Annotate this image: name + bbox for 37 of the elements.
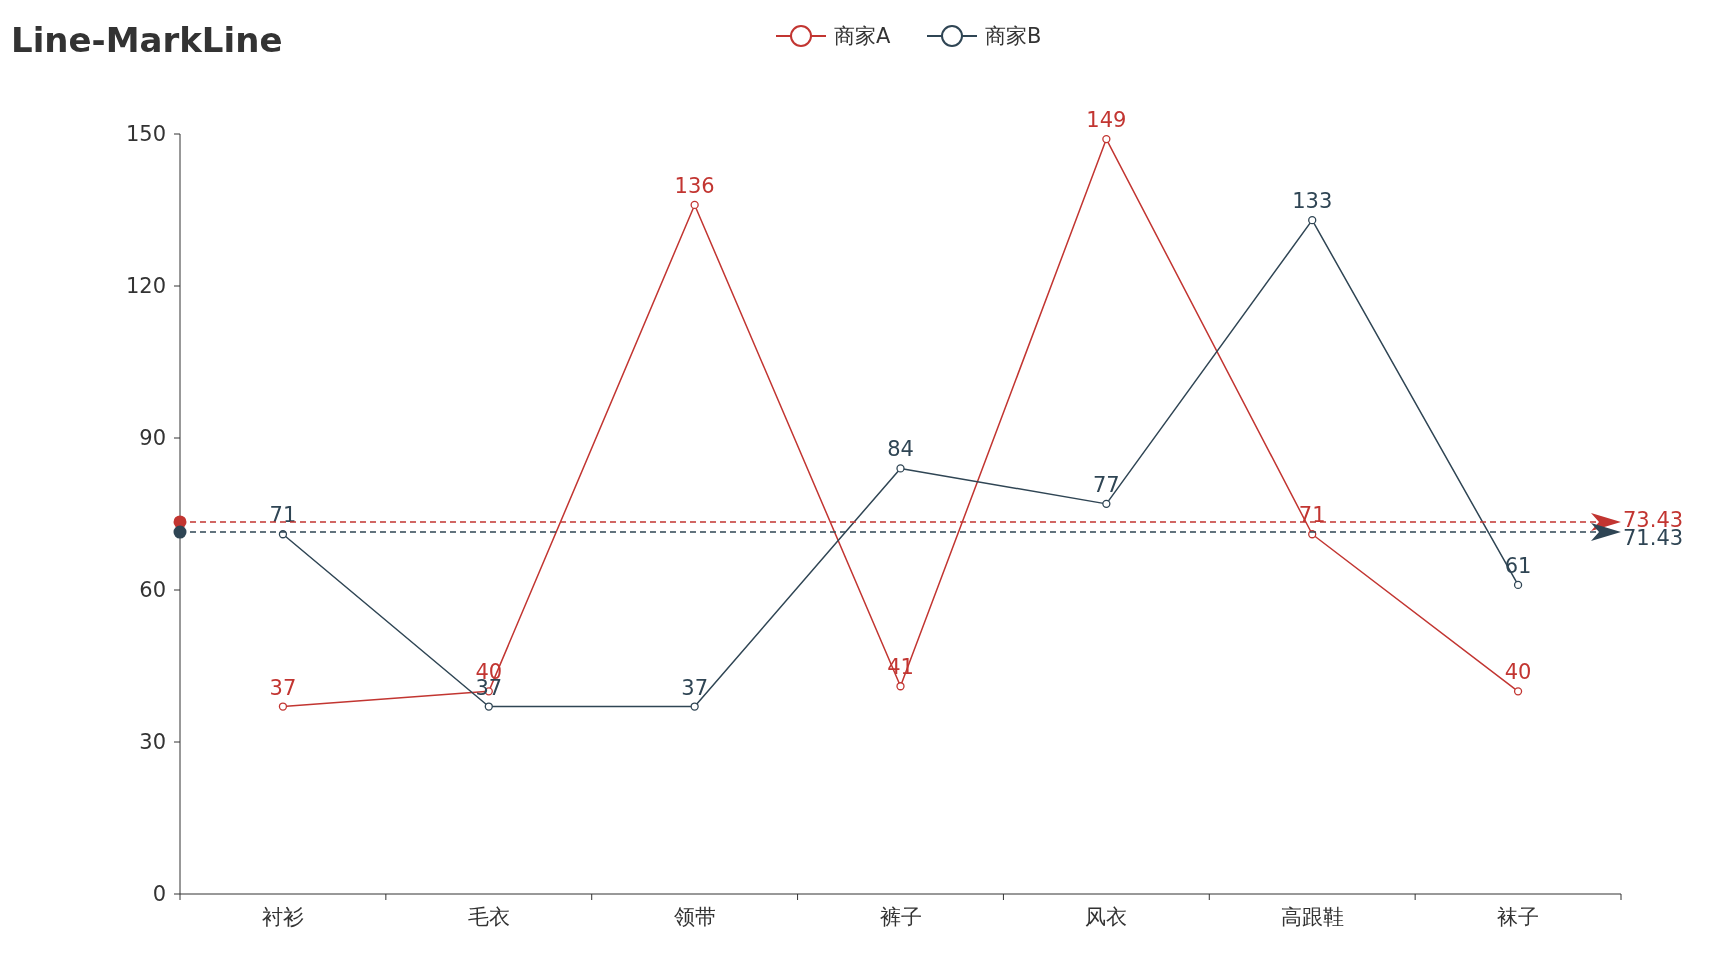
data-label: 37 [681, 675, 709, 700]
y-tick-label: 120 [125, 274, 166, 299]
data-label: 149 [1086, 108, 1127, 133]
y-tick-label: 30 [139, 730, 166, 755]
data-label: 136 [674, 173, 715, 198]
data-label: 133 [1292, 189, 1333, 214]
data-label: 40 [1504, 660, 1532, 685]
chart-title: Line-MarkLine [11, 20, 283, 60]
y-tick-label: 0 [152, 882, 166, 907]
legend-label: 商家A [834, 24, 891, 49]
data-label: 77 [1092, 472, 1120, 497]
point [896, 682, 905, 691]
x-tick-label: 风衣 [1085, 905, 1128, 929]
legend-label: 商家B [985, 24, 1042, 49]
point [278, 702, 288, 711]
point [690, 702, 699, 711]
x-tick-label: 裤子 [879, 905, 922, 929]
x-tick-label: 袜子 [1497, 905, 1540, 929]
data-label: 37 [269, 675, 297, 700]
y-tick-label: 90 [139, 426, 166, 451]
point [896, 464, 905, 473]
x-tick-label: 领带 [673, 905, 716, 929]
point [1513, 580, 1523, 590]
point [484, 702, 493, 711]
point [1513, 687, 1523, 696]
x-tick-label: 高跟鞋 [1280, 905, 1344, 929]
data-label: 84 [887, 437, 914, 462]
x-tick-label: 衬衫 [261, 905, 304, 929]
y-tick-label: 150 [125, 122, 166, 147]
data-label: 61 [1504, 553, 1532, 578]
point [690, 200, 699, 210]
y-tick-label: 60 [139, 578, 166, 603]
point [1308, 215, 1317, 225]
point [1102, 499, 1111, 509]
data-label: 71 [269, 503, 297, 528]
point [1102, 134, 1111, 144]
x-tick-label: 毛衣 [467, 905, 510, 929]
